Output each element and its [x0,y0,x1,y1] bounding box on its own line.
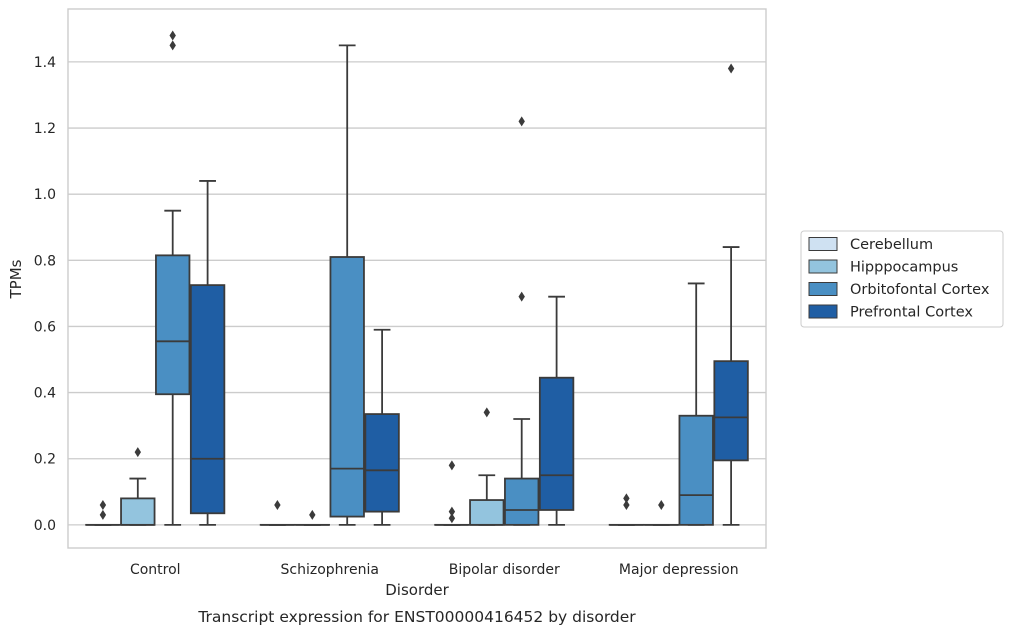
x-tick-label: Schizophrenia [281,562,379,578]
box-cerebellum [608,493,645,526]
box-body [538,376,575,511]
legend: Cerebellum Hipppocampus Orbitofontal Corte… [800,230,1004,328]
box-body [155,254,191,396]
chart-caption: Transcript expression for ENST0000041645… [197,608,636,626]
outlier-point [658,500,665,511]
box-hipppocampus [469,407,505,526]
box-prefrontal-cortex [713,63,749,526]
x-tick-labels: Control Schizophrenia Bipolar disorder Majo… [130,562,739,578]
box-cerebellum [85,500,121,526]
box-hipppocampus [643,500,679,526]
outlier-point [623,493,630,504]
x-tick-label: Major depression [619,562,739,578]
y-axis-label: TPMs [7,259,25,299]
outlier-point [518,291,525,302]
outlier-point [134,447,141,458]
y-tick-label: 0.4 [34,386,56,402]
box-cerebellum [259,500,296,526]
box-body [678,414,714,526]
outlier-point [623,500,630,511]
legend-label: Prefrontal Cortex [850,305,973,321]
outlier-point [169,30,176,41]
y-tick-label: 1.4 [34,55,56,71]
legend-label: Hipppocampus [850,260,958,276]
legend-swatch [808,304,838,319]
x-tick-label: Bipolar disorder [449,562,560,578]
box-body [189,284,226,515]
outlier-point [169,40,176,51]
box-orbitofontal-cortex [504,116,540,526]
outlier-point [309,509,316,520]
box-orbitofontal-cortex [329,44,365,526]
box-cerebellum [434,460,470,526]
box-body [329,256,365,518]
outlier-point [518,116,525,127]
box-orbitofontal-cortex [678,282,714,526]
y-tick-label: 1.2 [34,121,56,137]
legend-frame [800,230,1004,328]
box-body [120,497,156,526]
outlier-point [99,509,107,520]
box-hipppocampus [294,509,330,526]
box-hipppocampus [120,447,156,526]
y-tick-label: 0.2 [34,452,56,468]
outlier-point [727,63,735,74]
legend-swatch [808,259,838,274]
box-body [713,360,749,462]
outlier-point [99,500,107,511]
y-tick-label: 0.8 [34,253,56,269]
box-groups [85,30,749,526]
y-tick-label: 1.0 [34,187,56,203]
y-tick-labels: 0.0 0.2 0.4 0.6 0.8 1.0 1.2 1.4 [34,55,56,534]
box-body [504,477,540,526]
x-axis-label: Disorder [385,581,449,599]
outlier-point [448,460,456,471]
outlier-point [274,500,281,511]
outlier-point [448,506,456,517]
plot-frame [67,8,767,549]
legend-swatch [808,282,838,296]
legend-label: Cerebellum [850,237,933,253]
box-prefrontal-cortex [364,328,400,526]
box-prefrontal-cortex [189,180,226,526]
legend-swatch [808,237,838,251]
box-orbitofontal-cortex [155,30,191,526]
box-prefrontal-cortex [538,295,575,526]
outlier-point [448,513,456,524]
box-body [469,499,505,526]
x-tick-label: Control [130,562,181,578]
y-tick-label: 0.0 [34,518,56,534]
legend-label: Orbitofontal Cortex [850,282,990,298]
outlier-point [483,407,490,418]
y-tick-label: 0.6 [34,319,56,335]
box-body [364,413,400,513]
